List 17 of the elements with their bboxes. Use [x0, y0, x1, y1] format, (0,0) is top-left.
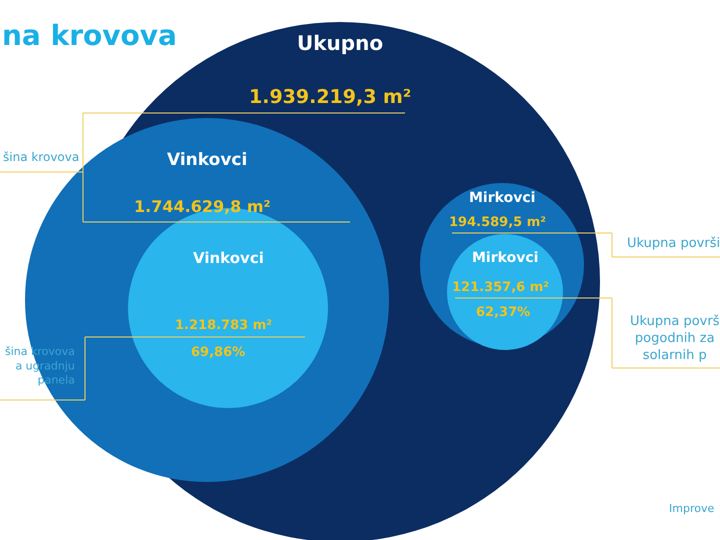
text: na krovova: [2, 19, 177, 52]
data-label: 1.218.783 m²: [175, 318, 272, 333]
text: šina krovova: [3, 150, 80, 164]
data-label: 194.589,5 m²: [449, 215, 546, 230]
category-label: Ukupno: [297, 31, 384, 55]
category-label: Vinkovci: [193, 249, 264, 267]
text: Improve: [669, 502, 714, 515]
category-label: Mirkovci: [469, 190, 536, 206]
data-label: 121.357,6 m²: [452, 280, 549, 295]
text: Ukupna površ pogodnih za solarnih p: [630, 314, 720, 363]
category-label: Vinkovci: [167, 150, 248, 170]
data-label: 1.744.629,8 m²: [134, 197, 271, 216]
text: Ukupna površi: [627, 236, 720, 251]
category-label: Mirkovci: [472, 250, 538, 266]
text: 62,37%: [476, 305, 530, 320]
data-label: 1.939.219,3 m²: [249, 86, 412, 108]
text: 69,86%: [191, 345, 246, 360]
